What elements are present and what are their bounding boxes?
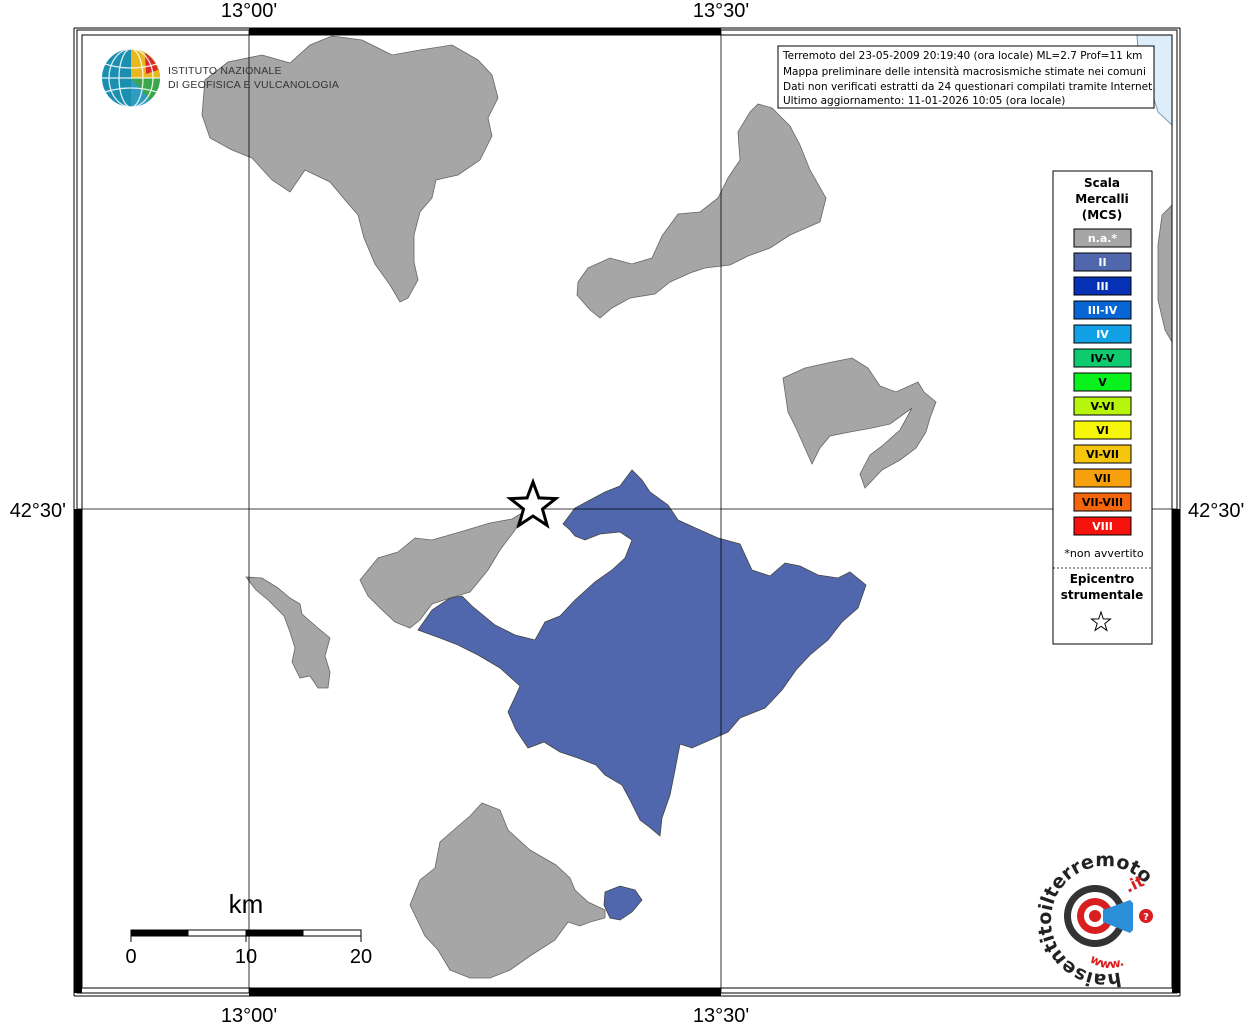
- logo-line-1: ISTITUTO NAZIONALE: [168, 65, 282, 77]
- legend-swatch: [1073, 468, 1132, 488]
- legend-title-2: Mercalli: [1075, 192, 1129, 206]
- legend-swatch: [1073, 396, 1132, 416]
- epicenter-star-icon: [506, 477, 560, 529]
- scale-unit: km: [229, 889, 264, 919]
- legend-label: IV: [1096, 328, 1109, 341]
- graticule: [77, 30, 1177, 993]
- map-frame: [73, 27, 1181, 997]
- legend-note: *non avvertito: [1064, 547, 1143, 560]
- legend-swatch: [1073, 492, 1132, 512]
- info-line-2: Mappa preliminare delle intensità macros…: [783, 66, 1146, 78]
- municipality-area-intensity-ii: [417, 469, 867, 837]
- haisentito-www: www.: [1088, 952, 1126, 972]
- legend-label: VII: [1094, 472, 1111, 485]
- legend-swatch: [1073, 372, 1132, 392]
- megaphone-icon: [1103, 900, 1133, 933]
- legend-label: n.a.*: [1088, 232, 1118, 245]
- question-icon: [1139, 909, 1153, 923]
- legend-swatch: [1073, 324, 1132, 344]
- municipality-area-west-coast: [359, 512, 523, 629]
- scale-bar: km 0 10 20: [125, 889, 372, 968]
- legend-label: V-VI: [1090, 400, 1114, 413]
- legend-label: VII-VIII: [1082, 496, 1123, 509]
- legend-epicenter-label-1: Epicentro: [1070, 572, 1135, 586]
- legend-star-icon: [1090, 610, 1112, 632]
- municipality-area-west: [245, 576, 331, 689]
- legend-label: IV-V: [1090, 352, 1115, 365]
- legend-label: III: [1096, 280, 1108, 293]
- lat-label-left: 42°30': [10, 500, 66, 522]
- lon-label-top-2: 13°30': [693, 0, 749, 22]
- legend-swatch: [1073, 348, 1132, 368]
- info-box: Terremoto del 23-05-2009 20:19:40 (ora l…: [777, 45, 1156, 109]
- mcs-legend: Scala Mercalli (MCS) n.a.*IIIIIIII-IVIVI…: [1052, 170, 1153, 645]
- legend-swatch: [1073, 252, 1132, 272]
- info-line-4: Ultimo aggiornamento: 11-01-2026 10:05 (…: [783, 95, 1065, 107]
- legend-swatch: [1073, 516, 1132, 536]
- ingv-logo: ISTITUTO NAZIONALE DI GEOFISICA E VULCAN…: [102, 48, 339, 108]
- info-line-3: Dati non verificati estratti da 24 quest…: [783, 81, 1156, 93]
- legend-label: II: [1098, 256, 1106, 269]
- svg-text:?: ?: [1143, 912, 1149, 923]
- legend-swatch: [1073, 420, 1132, 440]
- legend-title-3: (MCS): [1082, 208, 1123, 222]
- legend-label: V: [1098, 376, 1107, 389]
- municipality-area-intensity-ii-small: [603, 885, 643, 921]
- legend-epicenter-label-2: strumentale: [1061, 588, 1144, 602]
- legend-swatch: [1073, 444, 1132, 464]
- legend-label: VIII: [1092, 520, 1113, 533]
- scale-label-10: 10: [235, 946, 257, 968]
- logo-line-2: DI GEOFISICA E VULCANOLOGIA: [168, 79, 339, 91]
- legend-swatch: [1073, 300, 1132, 320]
- legend-label: VI: [1096, 424, 1109, 437]
- info-line-1: Terremoto del 23-05-2009 20:19:40 (ora l…: [782, 50, 1142, 62]
- lon-label-bottom-2: 13°30': [693, 1005, 749, 1024]
- municipality-area-south: [409, 802, 606, 979]
- svg-text:www.: www.: [1088, 952, 1126, 972]
- legend-swatch: [1073, 228, 1132, 248]
- legend-label: III-IV: [1088, 304, 1118, 317]
- legend-items: n.a.*IIIIIIII-IVIVIV-VVV-VIVIVI-VIIVIIVI…: [1073, 228, 1132, 536]
- legend-label: VI-VII: [1086, 448, 1119, 461]
- municipality-area-northeast: [576, 103, 827, 319]
- scale-label-20: 20: [350, 946, 372, 968]
- municipality-area-east: [782, 357, 937, 489]
- legend-title-1: Scala: [1084, 176, 1120, 190]
- lon-label-top-1: 13°00': [221, 0, 277, 22]
- legend-swatch: [1073, 276, 1132, 296]
- municipality-area-north: [201, 35, 499, 303]
- lat-label-right: 42°30': [1188, 500, 1244, 522]
- scale-label-0: 0: [125, 946, 136, 968]
- lon-label-bottom-1: 13°00': [221, 1005, 277, 1024]
